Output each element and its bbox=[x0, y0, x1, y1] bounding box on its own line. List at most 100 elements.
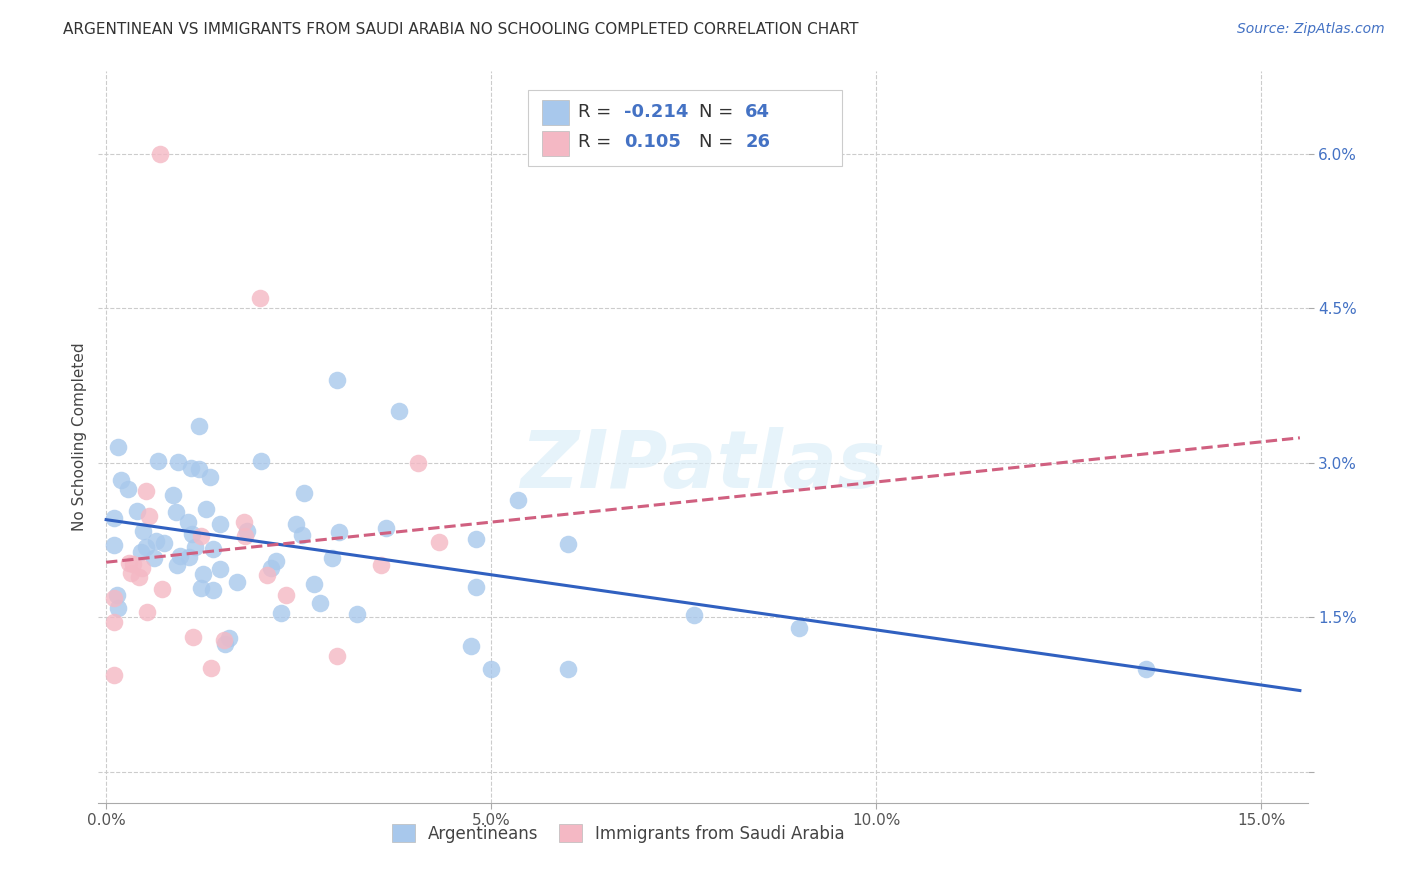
Point bbox=[165, 505, 187, 519]
Text: -0.214: -0.214 bbox=[624, 103, 689, 120]
Point bbox=[326, 373, 349, 387]
Point bbox=[125, 504, 148, 518]
Point bbox=[233, 529, 256, 543]
Point bbox=[118, 556, 141, 570]
Point bbox=[132, 524, 155, 539]
Point bbox=[249, 291, 271, 305]
Point bbox=[110, 473, 132, 487]
Bar bbox=[543, 101, 569, 126]
Point bbox=[107, 440, 129, 454]
Point bbox=[131, 561, 153, 575]
Point bbox=[184, 541, 207, 555]
Point bbox=[180, 461, 202, 475]
Point bbox=[143, 550, 166, 565]
Point bbox=[479, 662, 502, 676]
Point bbox=[145, 534, 167, 549]
Point bbox=[285, 517, 308, 532]
Point bbox=[138, 509, 160, 524]
Point bbox=[198, 470, 221, 484]
Point bbox=[103, 511, 125, 525]
Point bbox=[135, 483, 157, 498]
Point bbox=[328, 524, 350, 539]
Point bbox=[122, 557, 145, 571]
Point bbox=[787, 621, 810, 635]
Point bbox=[1135, 662, 1157, 676]
Point bbox=[188, 419, 211, 434]
Text: ARGENTINEAN VS IMMIGRANTS FROM SAUDI ARABIA NO SCHOOLING COMPLETED CORRELATION C: ARGENTINEAN VS IMMIGRANTS FROM SAUDI ARA… bbox=[63, 22, 859, 37]
Bar bbox=[543, 131, 569, 156]
Point bbox=[162, 488, 184, 502]
Point bbox=[103, 591, 125, 605]
Text: R =: R = bbox=[578, 103, 617, 120]
Point bbox=[150, 582, 173, 596]
Point bbox=[218, 631, 240, 645]
Point bbox=[557, 662, 579, 676]
Point bbox=[309, 596, 332, 610]
Point bbox=[135, 540, 157, 554]
Point bbox=[177, 515, 200, 529]
Point bbox=[427, 534, 450, 549]
Point bbox=[190, 581, 212, 595]
Point bbox=[201, 583, 224, 598]
Point bbox=[464, 532, 486, 546]
Point bbox=[107, 601, 129, 615]
Point bbox=[177, 549, 200, 564]
Point bbox=[153, 536, 176, 550]
Point bbox=[209, 562, 232, 576]
Point bbox=[326, 649, 349, 664]
Point bbox=[214, 637, 236, 651]
Point bbox=[465, 580, 488, 594]
Point bbox=[274, 588, 297, 602]
Point bbox=[169, 549, 191, 564]
Text: 0.105: 0.105 bbox=[624, 133, 682, 152]
Point bbox=[304, 577, 326, 591]
Y-axis label: No Schooling Completed: No Schooling Completed bbox=[72, 343, 87, 532]
Text: 64: 64 bbox=[745, 103, 770, 120]
Point bbox=[256, 568, 278, 582]
Point bbox=[149, 146, 172, 161]
Text: N =: N = bbox=[699, 103, 740, 120]
Point bbox=[291, 527, 314, 541]
Point bbox=[181, 630, 204, 644]
Point bbox=[460, 640, 482, 654]
Point bbox=[117, 482, 139, 496]
Point bbox=[236, 524, 259, 538]
Point bbox=[180, 527, 202, 541]
Point bbox=[209, 516, 232, 531]
Point bbox=[166, 558, 188, 572]
Point bbox=[167, 455, 190, 469]
Point bbox=[266, 554, 288, 568]
Point bbox=[226, 574, 249, 589]
Point bbox=[103, 538, 125, 552]
Point bbox=[193, 566, 215, 581]
Point bbox=[557, 537, 579, 551]
Text: N =: N = bbox=[699, 133, 740, 152]
Point bbox=[260, 561, 283, 575]
Point bbox=[508, 492, 530, 507]
Point bbox=[346, 607, 368, 621]
Point bbox=[683, 607, 706, 622]
Point bbox=[214, 633, 236, 648]
Point bbox=[190, 529, 212, 543]
Point bbox=[103, 667, 125, 681]
Point bbox=[406, 456, 429, 470]
Point bbox=[250, 454, 273, 468]
Point bbox=[270, 606, 292, 620]
Text: 26: 26 bbox=[745, 133, 770, 152]
Point bbox=[105, 588, 128, 602]
Point bbox=[370, 558, 392, 572]
Point bbox=[202, 542, 225, 557]
Legend: Argentineans, Immigrants from Saudi Arabia: Argentineans, Immigrants from Saudi Arab… bbox=[385, 818, 852, 849]
Point bbox=[200, 661, 222, 675]
Text: ZIPatlas: ZIPatlas bbox=[520, 427, 886, 506]
Point bbox=[120, 566, 142, 580]
Text: R =: R = bbox=[578, 133, 623, 152]
Point bbox=[131, 545, 153, 559]
Point bbox=[103, 615, 125, 629]
Point bbox=[195, 502, 218, 516]
Point bbox=[388, 404, 411, 418]
Point bbox=[136, 605, 159, 619]
Point bbox=[321, 550, 343, 565]
Point bbox=[233, 515, 256, 529]
Text: Source: ZipAtlas.com: Source: ZipAtlas.com bbox=[1237, 22, 1385, 37]
